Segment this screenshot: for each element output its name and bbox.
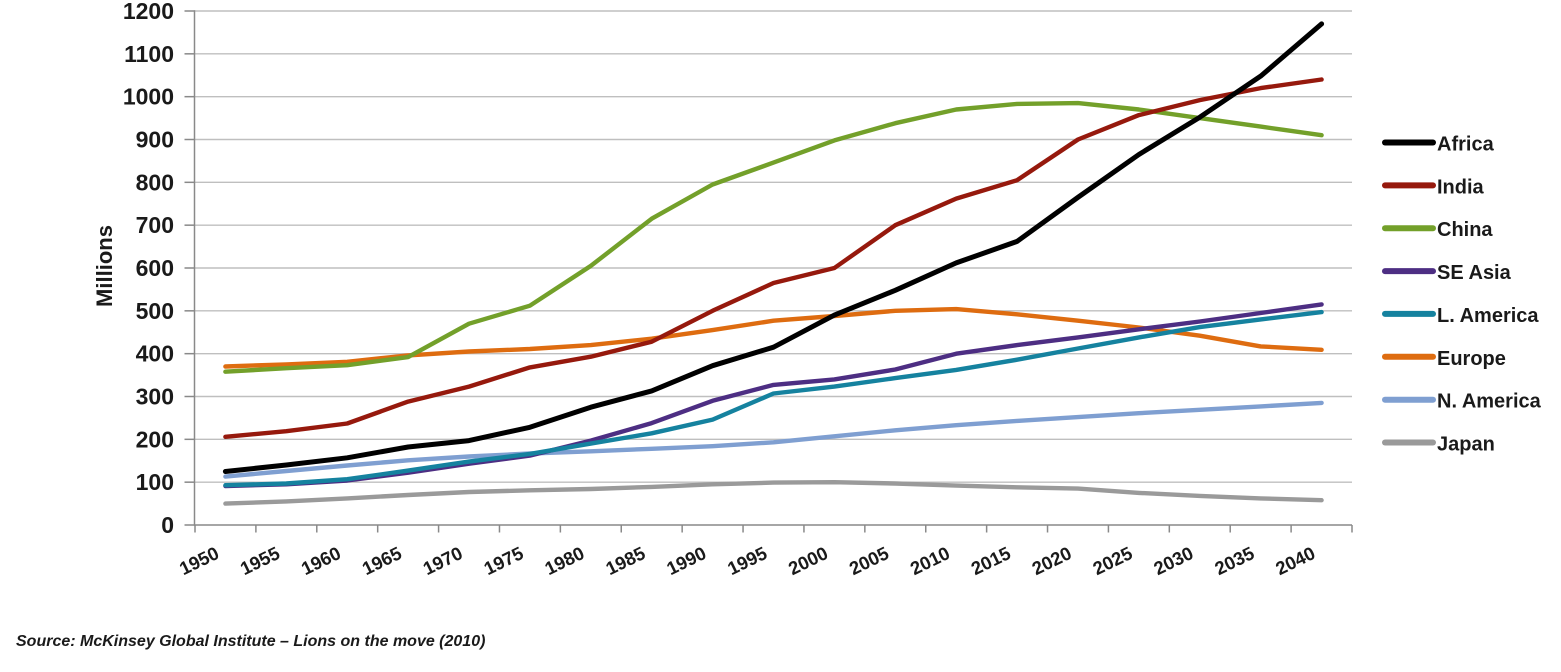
svg-text:0: 0 xyxy=(161,512,174,538)
svg-text:Africa: Africa xyxy=(1437,134,1495,156)
svg-text:China: China xyxy=(1437,219,1493,241)
svg-text:SE Asia: SE Asia xyxy=(1437,262,1512,284)
svg-text:800: 800 xyxy=(136,169,174,195)
svg-text:100: 100 xyxy=(136,469,174,495)
svg-text:1000: 1000 xyxy=(123,84,174,110)
svg-text:900: 900 xyxy=(136,127,174,153)
svg-text:Japan: Japan xyxy=(1437,434,1495,456)
svg-text:1200: 1200 xyxy=(123,0,174,24)
svg-text:N. America: N. America xyxy=(1437,391,1542,413)
svg-text:400: 400 xyxy=(136,341,174,367)
svg-text:India: India xyxy=(1437,176,1485,198)
svg-text:300: 300 xyxy=(136,384,174,410)
svg-text:200: 200 xyxy=(136,426,174,452)
svg-text:Millions: Millions xyxy=(92,225,117,307)
svg-text:1100: 1100 xyxy=(124,41,174,67)
svg-text:700: 700 xyxy=(136,212,174,238)
svg-text:L. America: L. America xyxy=(1437,305,1539,327)
svg-text:Europe: Europe xyxy=(1437,348,1506,370)
svg-text:500: 500 xyxy=(136,298,174,324)
svg-text:600: 600 xyxy=(136,255,174,281)
svg-text:Source: McKinsey Global Instit: Source: McKinsey Global Institute – Lion… xyxy=(16,633,485,650)
